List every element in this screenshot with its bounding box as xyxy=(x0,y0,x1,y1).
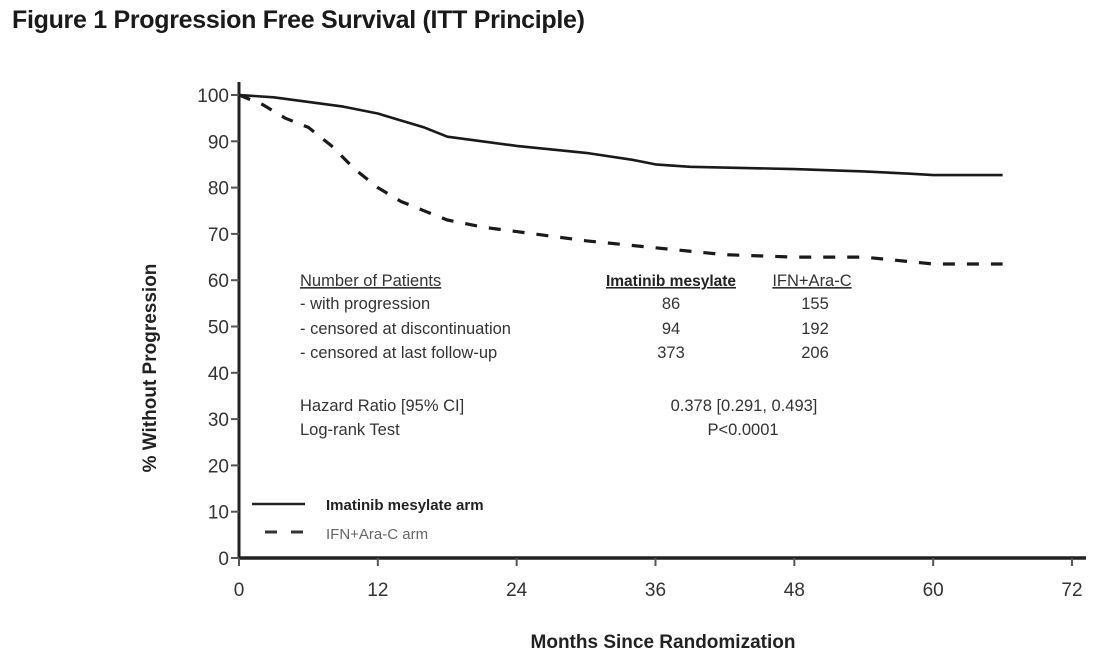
x-axis-title: Months Since Randomization xyxy=(531,632,796,653)
table-column-ifn: IFN+Ara-C xyxy=(772,272,851,290)
y-tick-label: 90 xyxy=(208,132,229,153)
table-row-label: - censored at discontinuation xyxy=(300,320,511,338)
legend-label-ifn: IFN+Ara-C arm xyxy=(326,526,428,543)
y-axis-title: % Without Progression xyxy=(140,264,161,473)
series-line-imatinib xyxy=(238,93,1003,177)
table-cell: 94 xyxy=(662,320,680,338)
log-rank-label: Log-rank Test xyxy=(300,421,400,439)
y-tick-label: 50 xyxy=(208,318,229,339)
log-rank-value: P<0.0001 xyxy=(707,421,778,439)
x-tick-label: 0 xyxy=(234,580,245,601)
y-tick-label: 20 xyxy=(208,456,229,477)
y-tick-label: 80 xyxy=(208,179,229,200)
x-tick-label: 60 xyxy=(923,580,944,601)
y-tick-label: 30 xyxy=(208,410,229,431)
table-row-label: - censored at last follow-up xyxy=(300,344,497,362)
table-cell: 192 xyxy=(801,320,829,338)
legend-label-imatinib: Imatinib mesylate arm xyxy=(326,497,484,514)
x-tick-label: 48 xyxy=(784,580,805,601)
table-cell: 373 xyxy=(657,344,685,362)
series-lines xyxy=(238,93,1003,266)
table-row-label: - with progression xyxy=(300,295,430,313)
figure-title: Figure 1 Progression Free Survival (ITT … xyxy=(12,6,585,34)
annotation-table: Number of Patients Imatinib mesylate IFN… xyxy=(300,272,852,439)
hazard-ratio-label: Hazard Ratio [95% CI] xyxy=(300,397,464,415)
y-tick-label: 100 xyxy=(197,86,229,107)
table-cell: 155 xyxy=(801,295,829,313)
y-axis-ticks: 0 10 20 30 40 50 60 70 80 90 100 xyxy=(197,86,239,570)
axes xyxy=(237,82,1086,560)
legend: Imatinib mesylate arm IFN+Ara-C arm xyxy=(252,497,484,543)
y-tick-label: 10 xyxy=(208,503,229,524)
x-tick-label: 24 xyxy=(506,580,528,601)
x-axis-ticks: 0 12 24 36 48 60 72 xyxy=(234,558,1083,601)
table-cell: 206 xyxy=(801,344,829,362)
x-tick-label: 72 xyxy=(1061,580,1082,601)
series-line-ifn-ara-c xyxy=(238,93,1003,266)
y-tick-label: 60 xyxy=(208,271,229,292)
hazard-ratio-value: 0.378 [0.291, 0.493] xyxy=(671,397,818,415)
x-tick-label: 36 xyxy=(645,580,666,601)
table-column-imatinib: Imatinib mesylate xyxy=(606,273,736,290)
y-tick-label: 40 xyxy=(208,364,229,385)
table-cell: 86 xyxy=(662,295,680,313)
y-tick-label: 0 xyxy=(218,549,229,570)
y-tick-label: 70 xyxy=(208,225,229,246)
table-header-label: Number of Patients xyxy=(300,272,441,290)
x-tick-label: 12 xyxy=(367,580,388,601)
